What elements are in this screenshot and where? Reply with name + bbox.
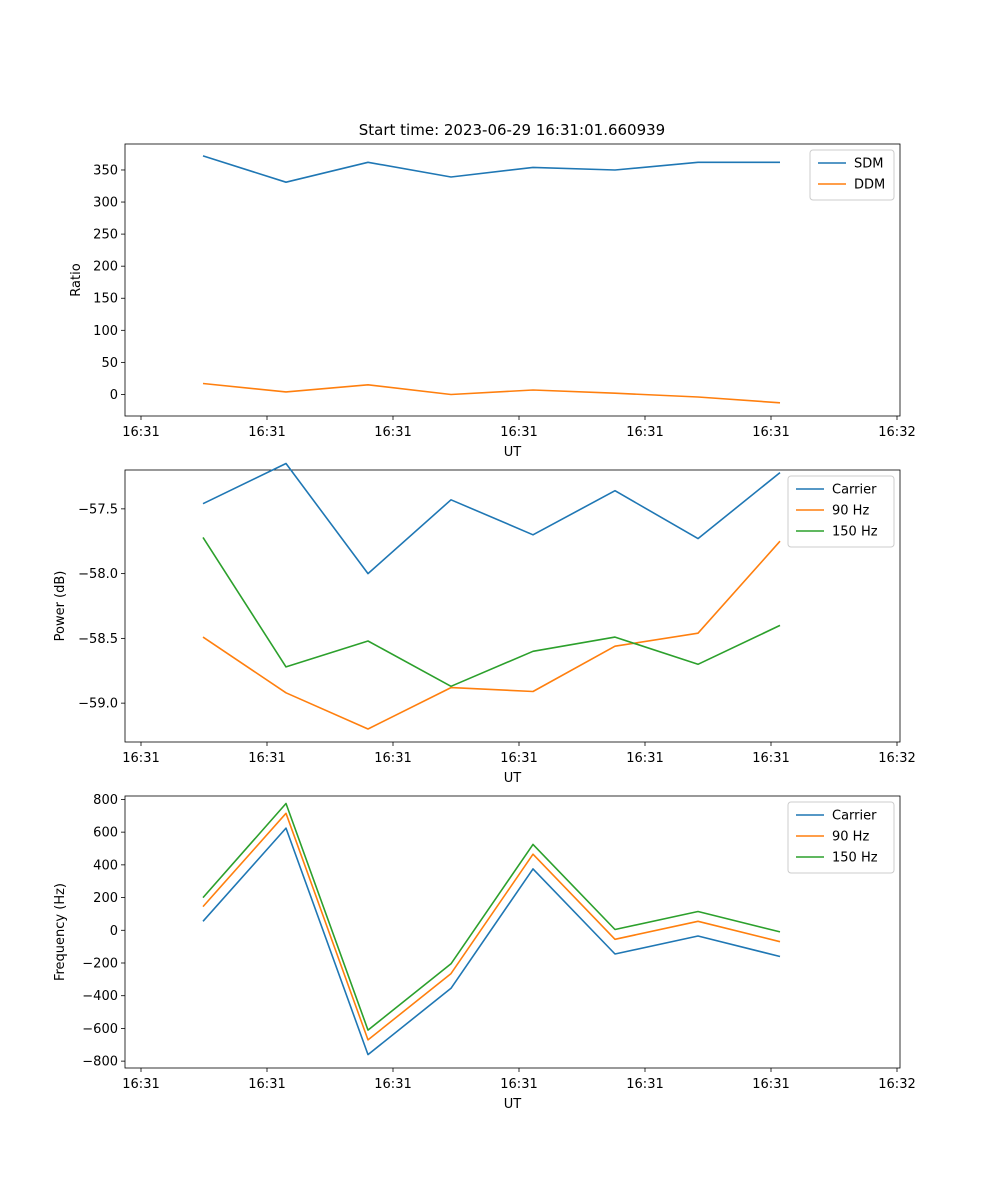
y-tick-label: 50 xyxy=(101,356,118,371)
x-tick-label: 16:31 xyxy=(122,1077,159,1092)
legend-label: 90 Hz xyxy=(832,830,869,845)
legend: SDM DDM xyxy=(809,149,895,201)
x-tick-label: 16:31 xyxy=(752,751,789,766)
x-axis-label: UT xyxy=(504,1097,522,1112)
y-tick-label: 800 xyxy=(93,793,118,808)
x-tick-label: 16:31 xyxy=(500,751,537,766)
legend: Carrier 90 Hz 150 Hz xyxy=(787,801,895,874)
x-tick-label: 16:32 xyxy=(878,751,915,766)
axes-frame xyxy=(124,795,901,1069)
axes-frame xyxy=(124,469,901,743)
y-tick-label: 350 xyxy=(93,163,118,178)
legend-label: Carrier xyxy=(832,809,877,824)
legend-label: Carrier xyxy=(832,483,877,498)
y-tick-label: −58.5 xyxy=(78,632,118,647)
y-tick-label: −400 xyxy=(82,989,118,1004)
x-tick-label: 16:31 xyxy=(374,425,411,440)
figure-title: Start time: 2023-06-29 16:31:01.660939 xyxy=(359,121,665,139)
x-tick-label: 16:31 xyxy=(500,1077,537,1092)
legend-label: 90 Hz xyxy=(832,504,869,519)
legend: Carrier 90 Hz 150 Hz xyxy=(787,475,895,548)
legend-label: 150 Hz xyxy=(832,851,878,866)
x-tick-label: 16:31 xyxy=(122,751,159,766)
x-axis-label: UT xyxy=(504,445,522,460)
chart-panel-2: 16:31 16:31 16:31 16:31 16:31 16:31 16:32 −59.0… xyxy=(53,462,916,786)
series-line-carrier xyxy=(202,827,781,1056)
x-tick-label: 16:31 xyxy=(374,1077,411,1092)
legend-label: 150 Hz xyxy=(832,525,878,540)
x-tick-label: 16:31 xyxy=(122,425,159,440)
x-tick-label: 16:31 xyxy=(248,425,285,440)
y-tick-label: 200 xyxy=(93,891,118,906)
series-line-90-hz xyxy=(202,540,781,730)
x-tick-label: 16:31 xyxy=(626,1077,663,1092)
series-line-sdm xyxy=(202,155,780,183)
legend-box xyxy=(787,475,895,548)
x-tick-label: 16:31 xyxy=(752,425,789,440)
y-tick-label: −57.5 xyxy=(78,502,118,517)
series-line-150-hz xyxy=(202,536,781,688)
legend-label: SDM xyxy=(854,157,883,172)
y-axis-label: Frequency (Hz) xyxy=(53,883,68,981)
y-tick-label: 0 xyxy=(110,388,118,403)
y-tick-label: −200 xyxy=(82,956,118,971)
y-tick-label: −600 xyxy=(82,1022,118,1037)
y-tick-label: 100 xyxy=(93,324,118,339)
y-tick-label: 0 xyxy=(110,924,118,939)
y-tick-label: −59.0 xyxy=(78,697,118,712)
x-tick-label: 16:31 xyxy=(248,1077,285,1092)
x-tick-label: 16:31 xyxy=(248,751,285,766)
y-tick-label: 400 xyxy=(93,858,118,873)
chart-panel-3: 16:31 16:31 16:31 16:31 16:31 16:31 16:32 −800 −… xyxy=(53,793,916,1112)
legend-label: DDM xyxy=(854,178,885,193)
series-line-150-hz xyxy=(202,802,781,1031)
x-tick-label: 16:31 xyxy=(626,751,663,766)
axes-frame xyxy=(124,143,901,417)
x-tick-label: 16:32 xyxy=(878,425,915,440)
y-tick-label: 600 xyxy=(93,826,118,841)
x-tick-label: 16:31 xyxy=(500,425,537,440)
series-line-carrier xyxy=(202,462,781,575)
y-tick-label: −800 xyxy=(82,1055,118,1070)
series-line-ddm xyxy=(202,382,781,404)
y-axis-label: Ratio xyxy=(69,263,84,296)
y-tick-label: 150 xyxy=(93,292,118,307)
chart-panel-1: 16:31 16:31 16:31 16:31 16:31 16:31 16:32 0 50 10… xyxy=(69,143,916,460)
x-axis-label: UT xyxy=(504,771,522,786)
x-tick-label: 16:31 xyxy=(752,1077,789,1092)
y-tick-label: 200 xyxy=(93,260,118,275)
x-tick-label: 16:32 xyxy=(878,1077,915,1092)
y-tick-label: 300 xyxy=(93,196,118,211)
y-tick-label: −58.0 xyxy=(78,567,118,582)
y-tick-label: 250 xyxy=(93,228,118,243)
x-tick-label: 16:31 xyxy=(626,425,663,440)
y-axis-label: Power (dB) xyxy=(53,571,68,642)
x-tick-label: 16:31 xyxy=(374,751,411,766)
series-line-90-hz xyxy=(202,812,781,1041)
legend-box xyxy=(787,801,895,874)
